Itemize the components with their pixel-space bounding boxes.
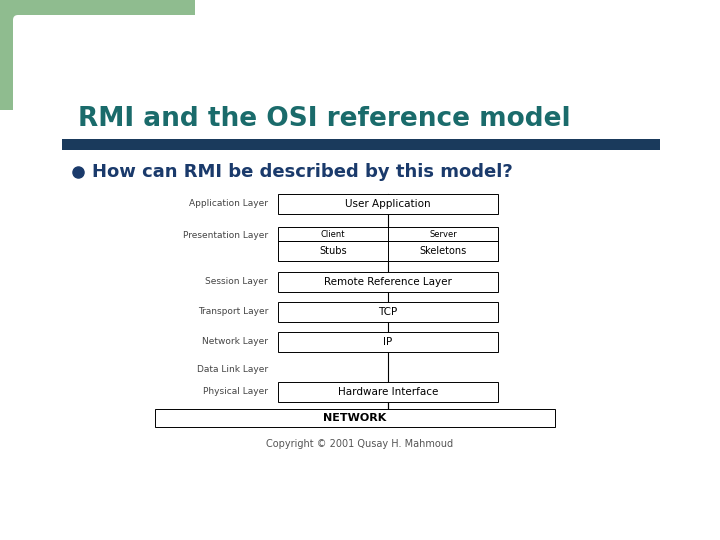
Text: Transport Layer: Transport Layer <box>197 307 268 316</box>
Bar <box>62 139 660 150</box>
Text: NETWORK: NETWORK <box>323 413 387 423</box>
Text: Stubs: Stubs <box>319 246 347 256</box>
Bar <box>278 241 388 261</box>
Bar <box>278 272 498 292</box>
Text: How can RMI be described by this model?: How can RMI be described by this model? <box>92 163 513 181</box>
Text: Data Link Layer: Data Link Layer <box>197 366 268 375</box>
Bar <box>388 241 498 261</box>
Bar <box>155 409 555 427</box>
Text: Skeletons: Skeletons <box>419 246 467 256</box>
Text: Hardware Interface: Hardware Interface <box>338 387 438 397</box>
Text: User Application: User Application <box>345 199 431 209</box>
Bar <box>278 194 498 214</box>
Text: Client: Client <box>320 230 346 239</box>
Text: Physical Layer: Physical Layer <box>203 388 268 396</box>
Text: Network Layer: Network Layer <box>202 338 268 347</box>
Text: TCP: TCP <box>379 307 397 317</box>
Bar <box>278 382 498 402</box>
Bar <box>278 227 498 261</box>
Text: IP: IP <box>383 337 392 347</box>
Text: Session Layer: Session Layer <box>205 278 268 287</box>
Text: RMI and the OSI reference model: RMI and the OSI reference model <box>78 106 571 132</box>
Text: Copyright © 2001 Qusay H. Mahmoud: Copyright © 2001 Qusay H. Mahmoud <box>266 439 454 449</box>
FancyBboxPatch shape <box>13 15 201 127</box>
Bar <box>0 0 195 110</box>
Text: Application Layer: Application Layer <box>189 199 268 207</box>
Text: Remote Reference Layer: Remote Reference Layer <box>324 277 452 287</box>
Bar <box>278 332 498 352</box>
Bar <box>278 302 498 322</box>
Text: Server: Server <box>429 230 457 239</box>
Text: Presentation Layer: Presentation Layer <box>183 232 268 240</box>
